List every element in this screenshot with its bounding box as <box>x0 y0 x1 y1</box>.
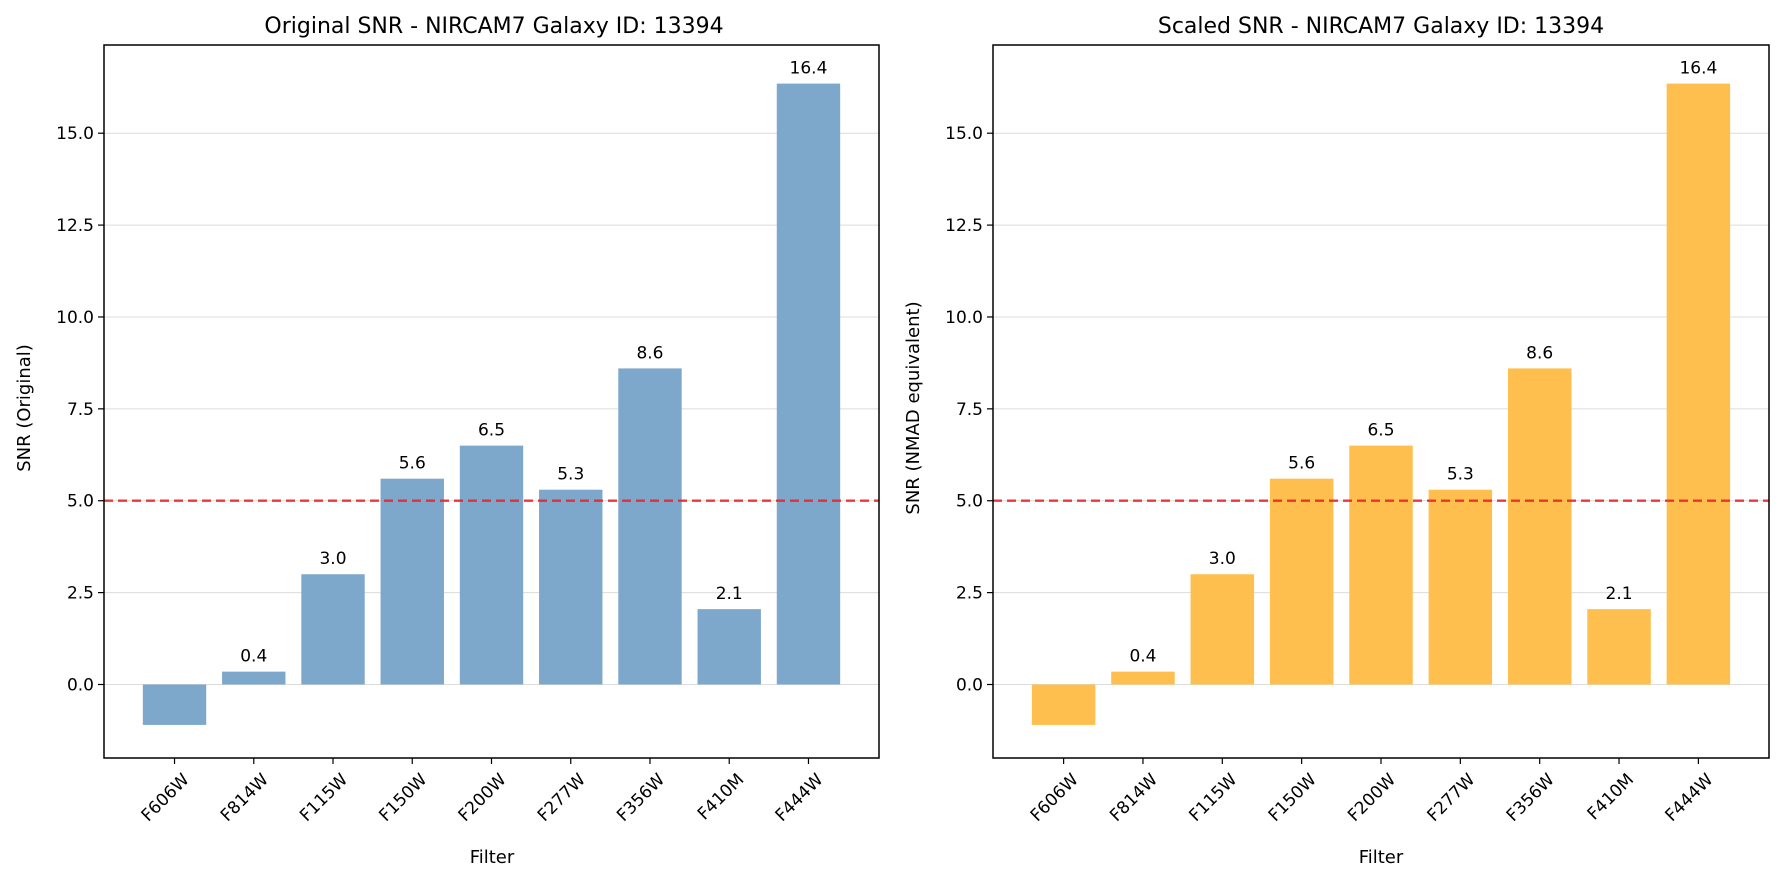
bars <box>142 83 841 725</box>
bar-f356w <box>1507 368 1572 685</box>
value-labels: 0.4 3.0 5.6 6.5 5.3 8.6 2.1 16.4 <box>240 59 827 667</box>
data-label: 3.0 <box>1209 549 1236 569</box>
y-tick-label: 12.5 <box>945 216 983 236</box>
bar-f606w <box>142 684 207 725</box>
bar-f115w <box>301 574 365 685</box>
chart-panel-scaled: Scaled SNR - NIRCAM7 Galaxy ID: 13394 SN… <box>903 14 1770 868</box>
data-label: 5.6 <box>1288 454 1315 474</box>
y-tick-label: 0.0 <box>67 675 94 695</box>
bar-f814w <box>1111 671 1175 685</box>
bar-f356w <box>618 368 682 685</box>
data-label: 8.6 <box>1526 343 1553 363</box>
y-tick-label: 7.5 <box>956 400 983 420</box>
bar-f410m <box>697 609 761 685</box>
y-tick-label: 2.5 <box>67 584 94 604</box>
y-axis-ticks: 0.0 2.5 5.0 7.5 10.0 12.5 15.0 <box>56 124 104 695</box>
chart-panel-original: Original SNR - NIRCAM7 Galaxy ID: 13394 … <box>14 14 880 868</box>
y-tick-label: 7.5 <box>67 400 94 420</box>
chart-title: Scaled SNR - NIRCAM7 Galaxy ID: 13394 <box>1158 14 1604 39</box>
bar-f606w <box>1031 684 1096 725</box>
bar-f150w <box>380 478 444 685</box>
data-label: 8.6 <box>636 343 663 363</box>
data-label: 0.4 <box>1129 647 1156 667</box>
data-label: 2.1 <box>1606 584 1633 604</box>
y-axis-label: SNR (Original) <box>14 344 35 472</box>
y-tick-label: 0.0 <box>956 675 983 695</box>
bar-f814w <box>222 671 286 685</box>
bar-f115w <box>1190 574 1255 685</box>
y-tick-label: 2.5 <box>956 584 983 604</box>
data-label: 6.5 <box>1367 421 1394 441</box>
y-tick-label: 12.5 <box>56 216 94 236</box>
value-labels: 0.4 3.0 5.6 6.5 5.3 8.6 2.1 16.4 <box>1129 59 1717 667</box>
bar-f277w <box>539 489 603 685</box>
x-axis-label: Filter <box>470 847 515 868</box>
y-tick-label: 5.0 <box>956 492 983 512</box>
bar-f444w <box>776 83 841 685</box>
plot-frame <box>992 44 1770 759</box>
data-label: 5.3 <box>1447 465 1474 485</box>
bar-f444w <box>1666 83 1731 685</box>
bar-f200w <box>1349 445 1413 685</box>
bars <box>1031 83 1731 725</box>
data-label: 16.4 <box>790 59 828 79</box>
bar-f410m <box>1587 609 1651 685</box>
y-tick-label: 5.0 <box>67 492 94 512</box>
data-label: 5.6 <box>399 454 426 474</box>
y-tick-label: 15.0 <box>56 124 94 144</box>
data-label: 2.1 <box>716 584 743 604</box>
bar-f150w <box>1269 478 1334 685</box>
plot-frame <box>103 44 880 759</box>
y-tick-label: 10.0 <box>945 308 983 328</box>
data-label: 5.3 <box>557 465 584 485</box>
data-label: 3.0 <box>319 549 346 569</box>
data-label: 6.5 <box>478 421 505 441</box>
data-label: 0.4 <box>240 647 267 667</box>
y-axis-ticks: 0.0 2.5 5.0 7.5 10.0 12.5 15.0 <box>945 124 993 695</box>
y-tick-label: 10.0 <box>56 308 94 328</box>
x-axis-label: Filter <box>1359 847 1404 868</box>
data-label: 16.4 <box>1679 59 1717 79</box>
bar-f200w <box>459 445 524 685</box>
bar-f277w <box>1428 489 1493 685</box>
chart-title: Original SNR - NIRCAM7 Galaxy ID: 13394 <box>264 14 723 39</box>
y-tick-label: 15.0 <box>945 124 983 144</box>
y-axis-label: SNR (NMAD equivalent) <box>903 301 924 514</box>
